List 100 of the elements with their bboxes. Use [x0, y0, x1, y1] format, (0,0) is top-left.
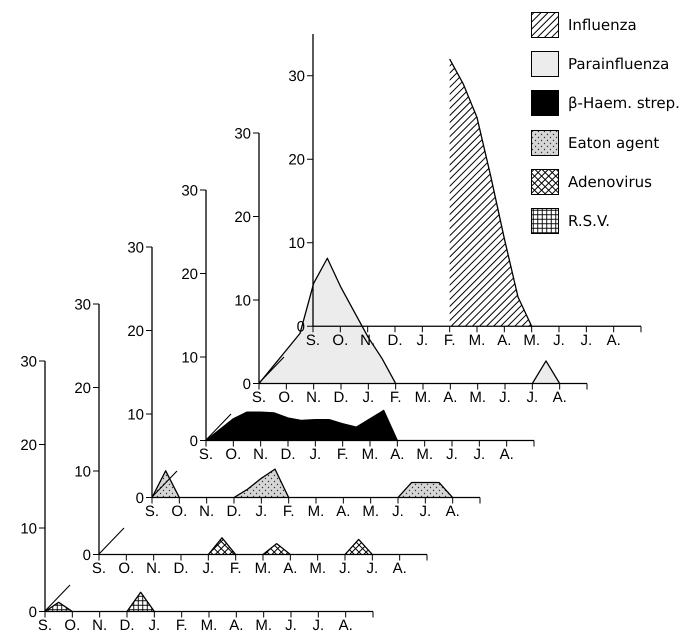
y-tick-label: 10	[128, 406, 144, 423]
x-tick-label: D.	[120, 616, 134, 634]
x-tick-label: M.	[254, 560, 271, 577]
x-tick-label: J.	[148, 616, 160, 634]
x-tick-label: S.	[145, 502, 160, 520]
x-tick-label: O.	[225, 446, 242, 463]
y-tick-label: 20	[234, 208, 252, 226]
x-tick-label: A.	[336, 502, 351, 520]
y-tick-label: 0	[28, 603, 37, 620]
x-tick-label: O.	[332, 332, 348, 349]
x-tick-label: M.	[200, 616, 218, 634]
x-tick-label: M.	[470, 388, 486, 406]
y-tick-label: 30	[128, 238, 144, 256]
legend-label: Eaton agent	[568, 134, 660, 152]
x-tick-label: J.	[553, 332, 565, 349]
x-tick-label: J.	[392, 502, 404, 520]
x-tick-label: J.	[473, 446, 485, 463]
y-tick-label: 10	[20, 520, 37, 537]
x-tick-label: F.	[336, 446, 348, 463]
x-tick-label: M.	[255, 616, 272, 634]
x-tick-label: J.	[580, 332, 592, 349]
y-tick-label: 30	[288, 68, 305, 85]
y-tick-label: 30	[74, 296, 91, 313]
x-tick-label: M.	[308, 560, 326, 577]
y-tick-label: 0	[243, 375, 252, 392]
x-tick-label: J.	[500, 388, 512, 406]
x-tick-label: D.	[280, 446, 296, 463]
y-tick-label: 20	[20, 436, 37, 454]
x-tick-label: S.	[92, 560, 106, 577]
x-tick-label: S.	[38, 616, 52, 634]
x-tick-label: O.	[118, 560, 134, 577]
x-tick-label: M.	[415, 388, 432, 406]
x-tick-label: A.	[606, 332, 621, 349]
legend-label: R.S.V.	[568, 212, 610, 230]
x-tick-label: J.	[420, 502, 432, 520]
x-tick-label: J.	[285, 616, 297, 634]
x-tick-label: A.	[497, 332, 512, 349]
x-tick-label: A.	[229, 616, 244, 634]
x-tick-label: N.	[252, 446, 268, 463]
legend-label: Adenovirus	[568, 172, 652, 191]
legend-label: β-Haem. strep.	[568, 94, 680, 112]
y-tick-label: 0	[136, 489, 144, 506]
x-tick-label: A.	[282, 560, 298, 577]
x-tick-label: N.	[92, 616, 108, 634]
y-tick-label: 10	[74, 462, 91, 480]
y-tick-label: 0	[82, 546, 91, 564]
x-tick-label: M.	[361, 446, 378, 463]
x-tick-label: M.	[416, 446, 433, 463]
x-tick-label: A.	[392, 560, 406, 577]
x-tick-label: F.	[283, 502, 295, 520]
x-tick-label: J.	[446, 446, 458, 463]
x-tick-label: N.	[199, 502, 214, 520]
x-tick-label: A.	[552, 388, 568, 406]
x-tick-label: M.	[468, 332, 486, 349]
x-tick-label: J.	[202, 560, 214, 577]
x-tick-label: M.	[523, 332, 540, 349]
x-tick-label: S.	[252, 388, 266, 406]
x-tick-label: M.	[362, 502, 380, 520]
x-tick-label: A.	[444, 388, 458, 406]
x-tick-label: J.	[362, 388, 375, 406]
x-tick-label: A.	[499, 446, 514, 463]
x-tick-label: M.	[308, 502, 325, 520]
y-tick-label: 20	[288, 151, 305, 168]
x-tick-label: F.	[176, 616, 188, 634]
x-tick-label: A.	[446, 502, 460, 520]
x-tick-label: A.	[338, 616, 353, 634]
y-tick-label: 10	[234, 292, 252, 309]
y-tick-label: 30	[20, 352, 37, 370]
x-tick-label: J.	[366, 560, 378, 577]
x-tick-label: F.	[229, 560, 242, 577]
x-tick-label: J.	[416, 332, 428, 349]
x-tick-label: N.	[306, 388, 322, 406]
legend-label: Parainfluenza	[568, 55, 670, 74]
x-tick-label: J.	[256, 502, 268, 520]
x-tick-label: O.	[172, 502, 188, 520]
x-tick-label: J.	[526, 388, 539, 406]
x-tick-label: D.	[334, 388, 349, 406]
y-tick-label: 20	[181, 265, 198, 282]
x-tick-label: D.	[226, 502, 242, 520]
legend-label: Influenza	[568, 16, 637, 34]
x-tick-label: S.	[198, 446, 213, 463]
x-tick-label: O.	[278, 388, 295, 406]
y-tick-label: 30	[234, 124, 252, 142]
x-tick-label: J.	[312, 616, 324, 634]
y-tick-label: 30	[181, 182, 198, 199]
y-tick-label: 10	[288, 234, 305, 252]
x-tick-label: A.	[390, 446, 404, 463]
y-tick-label: 20	[128, 322, 144, 340]
x-tick-label: J.	[338, 560, 350, 577]
x-tick-label: N.	[146, 560, 161, 577]
x-tick-label: O.	[64, 616, 80, 634]
x-tick-label: D.	[173, 560, 188, 577]
x-tick-label: S.	[306, 332, 320, 349]
y-tick-label: 10	[181, 348, 198, 366]
y-tick-label: 0	[189, 432, 198, 450]
x-tick-label: F.	[390, 388, 402, 406]
x-tick-label: D.	[388, 332, 402, 349]
x-tick-label: F.	[444, 332, 456, 349]
x-tick-label: J.	[309, 446, 321, 463]
y-tick-label: 20	[74, 379, 91, 396]
